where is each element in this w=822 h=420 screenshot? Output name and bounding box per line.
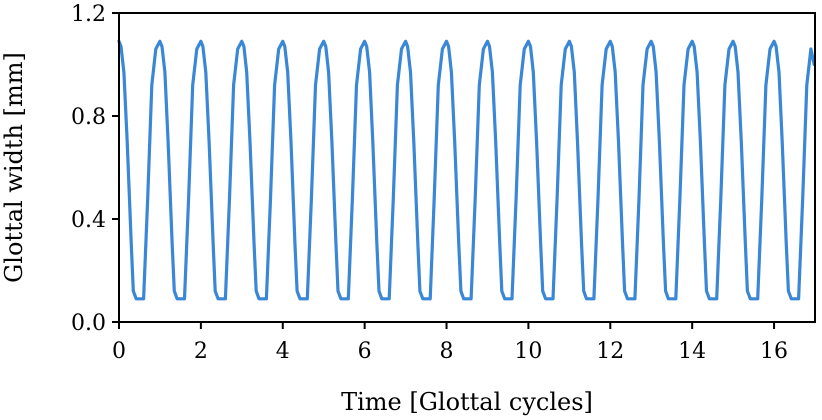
x-tick-label: 10 [514, 339, 542, 364]
y-axis-ticks: 0.0 0.4 0.8 1.2 [71, 2, 119, 336]
y-tick-label: 0.8 [71, 105, 106, 130]
x-tick-label: 16 [760, 339, 788, 364]
x-tick-label: 6 [358, 339, 372, 364]
x-axis-label: Time [Glottal cycles] [341, 388, 593, 416]
y-tick-label: 1.2 [71, 2, 106, 27]
series-line-0 [117, 39, 816, 301]
x-tick-label: 0 [112, 339, 126, 364]
y-tick-label: 0.0 [71, 311, 106, 336]
x-tick-label: 2 [194, 339, 208, 364]
x-tick-label: 14 [678, 339, 706, 364]
x-axis-ticks: 0 2 4 6 8 10 12 14 16 [112, 322, 788, 364]
y-tick-label: 0.4 [71, 208, 106, 233]
y-axis-label: Glottal width [mm] [0, 52, 28, 283]
x-tick-label: 12 [596, 339, 624, 364]
x-tick-label: 8 [440, 339, 454, 364]
x-tick-label: 4 [276, 339, 290, 364]
plot-frame [118, 12, 816, 323]
series-layer [117, 39, 816, 301]
